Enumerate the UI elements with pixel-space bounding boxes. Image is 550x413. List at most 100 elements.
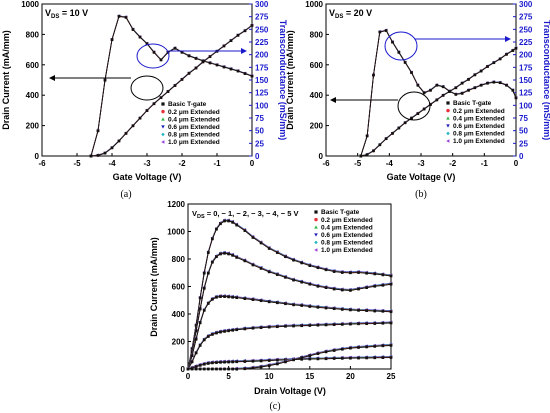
- drain-current-series-point: [243, 29, 247, 33]
- drain-current-series-point: [378, 143, 382, 147]
- x-tick-label: 0: [514, 159, 519, 168]
- y2-tick-label: 75: [519, 114, 528, 123]
- output-curve-series-point: [202, 338, 206, 342]
- transconductance-series-point: [180, 51, 184, 54]
- panel-caption: (c): [269, 401, 280, 412]
- output-curve-series-point: [267, 364, 271, 367]
- output-curve-series-point: [292, 303, 295, 307]
- drain-current-series-point: [152, 102, 156, 106]
- y-tick-label: 1000: [305, 0, 323, 9]
- y2-tick-label: 50: [255, 127, 264, 136]
- y-axis-ticks: 0 200 400 600 800 1000 1200: [167, 200, 191, 374]
- output-curve-series-point: [223, 295, 226, 298]
- output-curve-series-point: [381, 284, 385, 287]
- legend-entry: 0.8 μm Extended: [161, 132, 220, 139]
- legend-entry: 0.2 μm Extended: [161, 109, 220, 116]
- transconductance-series-point: [514, 96, 518, 100]
- legend-label: 0.6 μm Extended: [453, 123, 505, 130]
- y-tick-label: 600: [172, 283, 186, 292]
- output-curve-series-point: [276, 251, 279, 254]
- output-curve-series-point: [365, 322, 368, 326]
- output-curve-series-point: [223, 330, 226, 333]
- output-curve-series-point: [267, 270, 271, 274]
- y-tick-label: 800: [310, 30, 324, 39]
- output-curve-series-point: [308, 324, 312, 327]
- y2-tick-label: 300: [255, 0, 269, 9]
- legend-label: 0.8 μm Extended: [321, 240, 373, 247]
- y2-tick-label: 300: [519, 0, 533, 9]
- output-curve-series: [186, 252, 393, 371]
- output-curve-series-point: [207, 302, 210, 305]
- y-axis-label: Drain Current (mA/mm): [285, 30, 295, 130]
- drain-current-series-point: [236, 34, 240, 37]
- output-curve-series-point: [308, 264, 312, 268]
- output-curve-series-point: [202, 362, 206, 366]
- transconductance-series-point: [103, 78, 107, 82]
- output-curve-series-point: [267, 300, 271, 304]
- output-curve-series-point: [389, 282, 393, 286]
- output-curve-series-point: [373, 345, 377, 348]
- legend-marker: [314, 248, 318, 252]
- x-tick-label: -5: [73, 159, 81, 168]
- output-curve-series-point: [251, 326, 255, 330]
- transconductance-series-point: [422, 91, 426, 95]
- drain-current-series-point: [131, 124, 135, 128]
- legend-label: 0.4 μm Extended: [321, 224, 373, 231]
- x-tick-label: -4: [108, 159, 116, 168]
- output-curve-series-point: [231, 254, 234, 257]
- y-tick-label: 800: [172, 255, 186, 264]
- output-curve-series-point: [215, 361, 218, 364]
- output-curve-series-point: [381, 344, 385, 348]
- output-curve-series-point: [316, 306, 320, 309]
- output-curve-series-point: [381, 310, 385, 313]
- x-tick-label: -1: [213, 159, 221, 168]
- vds-label: VDS = 10 V: [45, 8, 88, 20]
- output-curve-series-point: [243, 367, 247, 371]
- output-curve-series-point: [194, 337, 198, 341]
- output-curve-series-point: [292, 258, 295, 262]
- transconductance-series: [89, 15, 254, 158]
- legend-marker: [161, 140, 165, 144]
- transconductance-series-point: [250, 74, 254, 78]
- panel-c: 0 5 10 15 20 25 0 200 400 600 800 1000 1200 VDS = 0…: [149, 200, 396, 412]
- drain-current-series-point: [422, 107, 426, 111]
- output-curve-series-point: [219, 222, 222, 226]
- transconductance-series-point: [159, 58, 163, 62]
- output-curve-series-point: [365, 271, 368, 275]
- output-curve-series-point: [219, 295, 222, 298]
- legend-label: Basic T-gate: [321, 209, 360, 216]
- output-curve-series-point: [276, 301, 279, 305]
- transconductance-series-point: [441, 85, 445, 89]
- output-curve-series-point: [300, 324, 303, 328]
- y-tick-label: 1200: [167, 200, 185, 209]
- output-curve-series-point: [324, 357, 328, 361]
- y2-tick-label: 250: [519, 25, 533, 34]
- output-curve-series-point: [235, 256, 239, 259]
- output-curve-series-line: [187, 252, 392, 370]
- output-curve-series-point: [194, 324, 198, 327]
- y-tick-label: 1000: [167, 228, 185, 237]
- output-curve-series-point: [251, 236, 255, 239]
- drain-current-series-point: [103, 151, 107, 155]
- x-tick-label: -5: [354, 159, 362, 168]
- output-curve-series-point: [324, 286, 328, 290]
- legend-label: 1.0 μm Extended: [453, 138, 505, 145]
- output-curve-series-point: [259, 267, 263, 270]
- x-tick-label: 25: [387, 372, 396, 381]
- output-curve-series-point: [207, 251, 210, 254]
- legend-label: Basic T-gate: [168, 101, 207, 108]
- output-curve-series-point: [340, 271, 344, 274]
- output-curve-series-point: [389, 356, 393, 359]
- drain-current-series-point: [187, 72, 191, 75]
- drain-current-series-point: [138, 116, 142, 120]
- output-curve-series-point: [276, 358, 279, 362]
- transconductance-series: [359, 29, 518, 158]
- output-curve-series-point: [243, 327, 247, 331]
- y2-tick-label: 250: [255, 25, 269, 34]
- y2-tick-label: 275: [519, 13, 533, 22]
- output-curve-series-point: [219, 367, 222, 371]
- output-curve-series-point: [276, 325, 279, 329]
- y2-tick-label: 100: [255, 101, 269, 110]
